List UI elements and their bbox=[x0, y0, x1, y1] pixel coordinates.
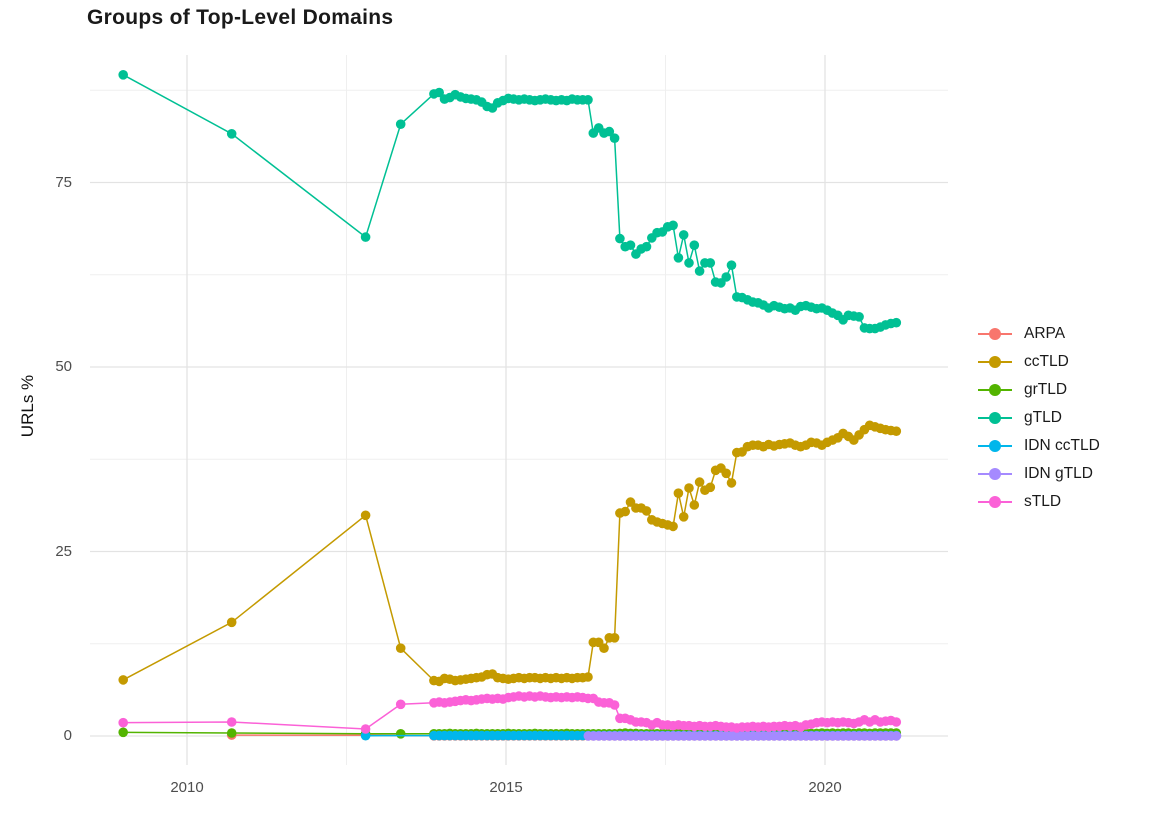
x-tick-2015: 2015 bbox=[489, 779, 523, 796]
legend-key-icon bbox=[978, 467, 1012, 481]
legend-label: IDN gTLD bbox=[1024, 465, 1093, 482]
y-tick-75: 75 bbox=[55, 173, 72, 191]
legend-key-icon bbox=[978, 327, 1012, 341]
series-sTLD bbox=[118, 691, 902, 734]
legend-key-icon bbox=[978, 439, 1012, 453]
legend-label: grTLD bbox=[1024, 381, 1068, 398]
legend-item-sTLD: sTLD bbox=[978, 488, 1100, 516]
legend-label: gTLD bbox=[1024, 409, 1062, 426]
legend-item-ccTLD: ccTLD bbox=[978, 348, 1100, 376]
series-IDN-gTLD bbox=[583, 731, 902, 741]
legend-key-icon bbox=[978, 411, 1012, 425]
legend-item-grTLD: grTLD bbox=[978, 376, 1100, 404]
chart-title: Groups of Top-Level Domains bbox=[87, 6, 394, 29]
y-tick-0: 0 bbox=[63, 727, 72, 744]
legend-item-gTLD: gTLD bbox=[978, 404, 1100, 432]
y-tick-50: 50 bbox=[55, 358, 72, 375]
legend-item-IDN-gTLD: IDN gTLD bbox=[978, 460, 1100, 488]
gridlines bbox=[90, 55, 948, 765]
x-tick-2020: 2020 bbox=[808, 779, 842, 796]
legend-label: ARPA bbox=[1024, 325, 1066, 342]
legend-label: ccTLD bbox=[1024, 353, 1069, 370]
series-gTLD bbox=[118, 70, 902, 334]
legend-key-icon bbox=[978, 355, 1012, 369]
legend-item-IDN-ccTLD: IDN ccTLD bbox=[978, 432, 1100, 460]
legend-key-icon bbox=[978, 383, 1012, 397]
series-ccTLD bbox=[118, 420, 902, 687]
legend-label: sTLD bbox=[1024, 493, 1062, 510]
legend-label: IDN ccTLD bbox=[1024, 437, 1100, 454]
legend-item-ARPA: ARPA bbox=[978, 320, 1100, 348]
legend: ARPA ccTLD grTLD gTLD IDN ccTLD IDN gTLD sTLD bbox=[978, 320, 1100, 516]
y-tick-25: 25 bbox=[55, 542, 72, 560]
legend-key-icon bbox=[978, 495, 1012, 509]
x-tick-2010: 2010 bbox=[170, 779, 204, 796]
